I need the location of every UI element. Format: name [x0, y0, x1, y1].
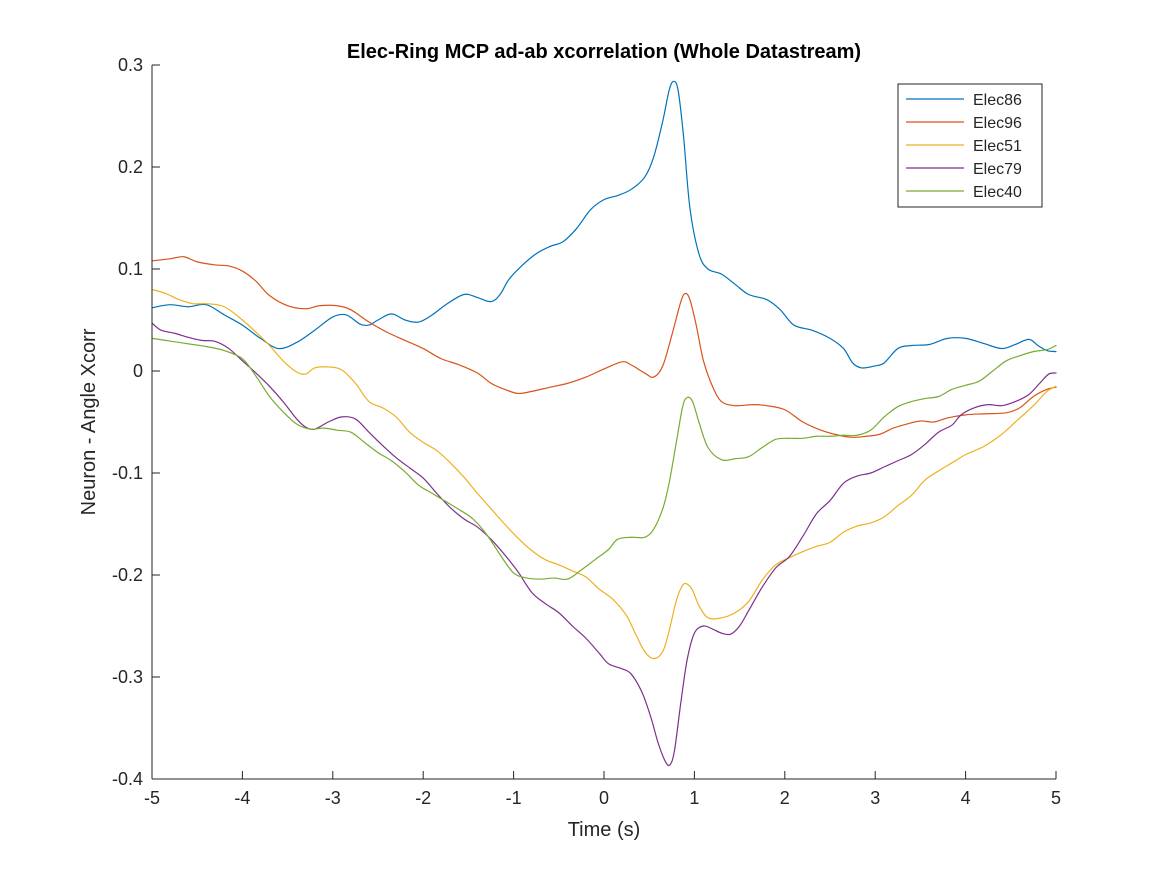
x-tick-label: -1: [506, 788, 522, 808]
x-tick-label: -4: [234, 788, 250, 808]
x-tick-label: -2: [415, 788, 431, 808]
x-tick-label: -5: [144, 788, 160, 808]
series-line-elec79: [151, 322, 1057, 767]
y-tick-label: 0.1: [118, 259, 143, 279]
series-line-elec96: [151, 256, 1057, 438]
series-line-elec51: [151, 288, 1057, 660]
x-tick-label: 1: [689, 788, 699, 808]
legend: Elec86 Elec96 Elec51 Elec79 Elec40: [897, 83, 1043, 208]
x-axis-label: Time (s): [568, 819, 641, 841]
x-tick-label: 2: [780, 788, 790, 808]
legend-label-elec51: Elec51: [973, 138, 1022, 155]
y-tick-label: -0.2: [112, 565, 143, 585]
y-tick-label: 0: [133, 361, 143, 381]
legend-label-elec86: Elec86: [973, 92, 1022, 109]
series-layer: [151, 80, 1057, 767]
tick-labels: -5 -4 -3 -2 -1 0 1 2 3 4 5 0.3 0.2 0.1 0 -0.1 -0.2 -0.3 -0…: [112, 55, 1061, 808]
y-tick-label: -0.4: [112, 769, 143, 789]
series-line-elec40: [151, 337, 1057, 581]
axes: [151, 64, 1057, 780]
y-tick-label: -0.3: [112, 667, 143, 687]
x-tick-label: 5: [1051, 788, 1061, 808]
y-axis-label: Neuron - Angle Xcorr: [78, 328, 100, 515]
y-tick-label: -0.1: [112, 463, 143, 483]
y-tick-label: 0.3: [118, 55, 143, 75]
x-tick-label: 3: [870, 788, 880, 808]
legend-label-elec79: Elec79: [973, 161, 1022, 178]
series-line-elec86: [151, 80, 1057, 369]
x-tick-label: 4: [961, 788, 971, 808]
x-tick-label: 0: [599, 788, 609, 808]
legend-label-elec96: Elec96: [973, 115, 1022, 132]
y-tick-label: 0.2: [118, 157, 143, 177]
x-tick-label: -3: [325, 788, 341, 808]
legend-label-elec40: Elec40: [973, 184, 1022, 201]
chart-title: Elec-Ring MCP ad-ab xcorrelation (Whole …: [347, 41, 861, 63]
